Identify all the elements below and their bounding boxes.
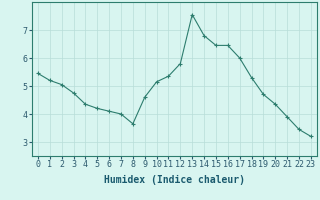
X-axis label: Humidex (Indice chaleur): Humidex (Indice chaleur) [104, 175, 245, 185]
